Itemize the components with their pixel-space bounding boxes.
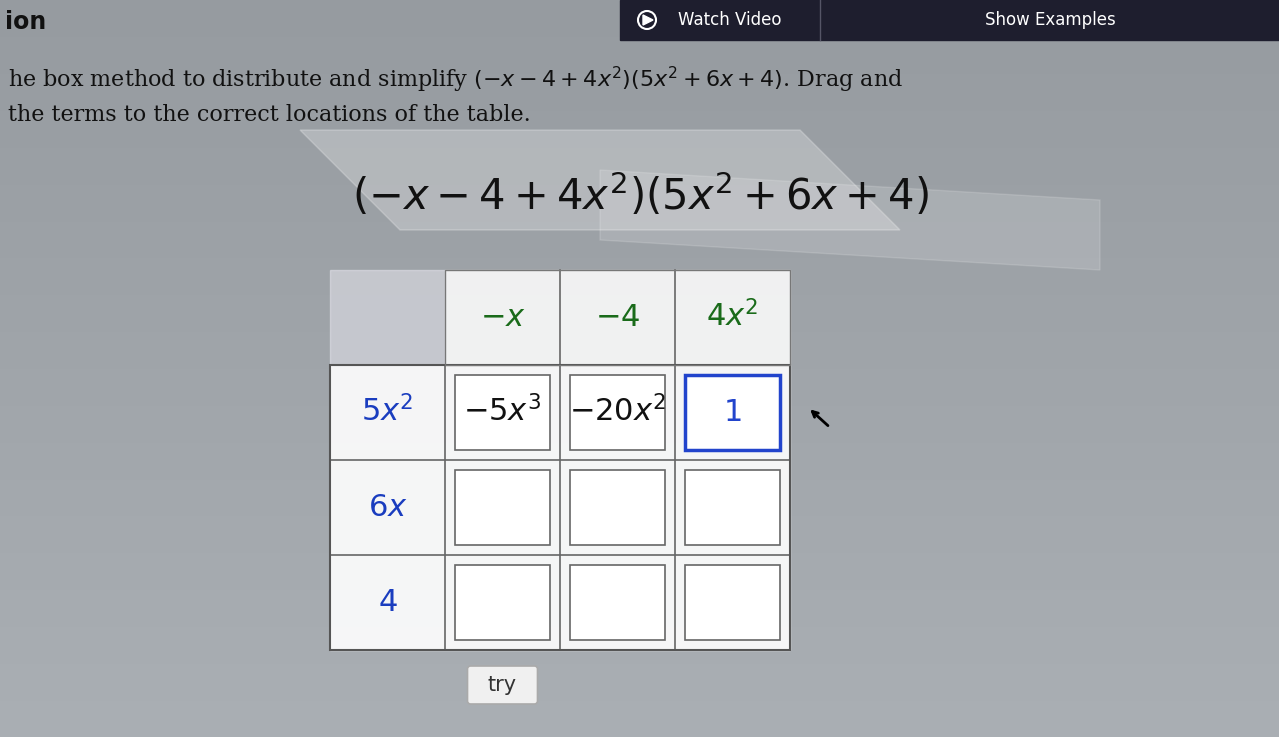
Text: the terms to the correct locations of the table.: the terms to the correct locations of th… <box>8 104 531 126</box>
Text: $5x^2$: $5x^2$ <box>362 397 413 429</box>
Bar <box>455 470 550 545</box>
Text: he box method to distribute and simplify $(-x - 4 + 4x^2)(5x^2 + 6x + 4)$. Drag : he box method to distribute and simplify… <box>8 65 903 95</box>
Text: $4x^2$: $4x^2$ <box>706 301 758 334</box>
Text: $-20x^2$: $-20x^2$ <box>569 397 666 429</box>
Bar <box>570 375 665 450</box>
Bar <box>686 375 780 450</box>
Text: $(-x - 4 + 4x^2)(5x^2 + 6x + 4)$: $(-x - 4 + 4x^2)(5x^2 + 6x + 4)$ <box>352 171 929 219</box>
Bar <box>330 270 445 365</box>
Bar <box>620 0 1279 40</box>
Polygon shape <box>600 170 1100 270</box>
Text: $-5x^3$: $-5x^3$ <box>463 397 541 429</box>
Text: $6x$: $6x$ <box>367 492 407 523</box>
Text: ion: ion <box>5 10 46 34</box>
Bar <box>686 470 780 545</box>
Text: $-x$: $-x$ <box>480 302 526 333</box>
Bar <box>570 470 665 545</box>
Bar <box>686 565 780 640</box>
Bar <box>455 565 550 640</box>
Bar <box>455 375 550 450</box>
Text: $4$: $4$ <box>377 587 398 618</box>
Text: $-4$: $-4$ <box>595 302 640 333</box>
Text: Show Examples: Show Examples <box>985 11 1115 29</box>
FancyBboxPatch shape <box>468 666 537 704</box>
Text: $1$: $1$ <box>723 397 742 428</box>
Bar <box>570 565 665 640</box>
Bar <box>330 365 790 650</box>
Bar <box>445 270 790 365</box>
Bar <box>445 270 790 365</box>
Bar <box>330 365 790 650</box>
Polygon shape <box>643 15 654 25</box>
Text: Watch Video: Watch Video <box>678 11 781 29</box>
Polygon shape <box>301 130 900 230</box>
Text: try: try <box>487 675 517 695</box>
